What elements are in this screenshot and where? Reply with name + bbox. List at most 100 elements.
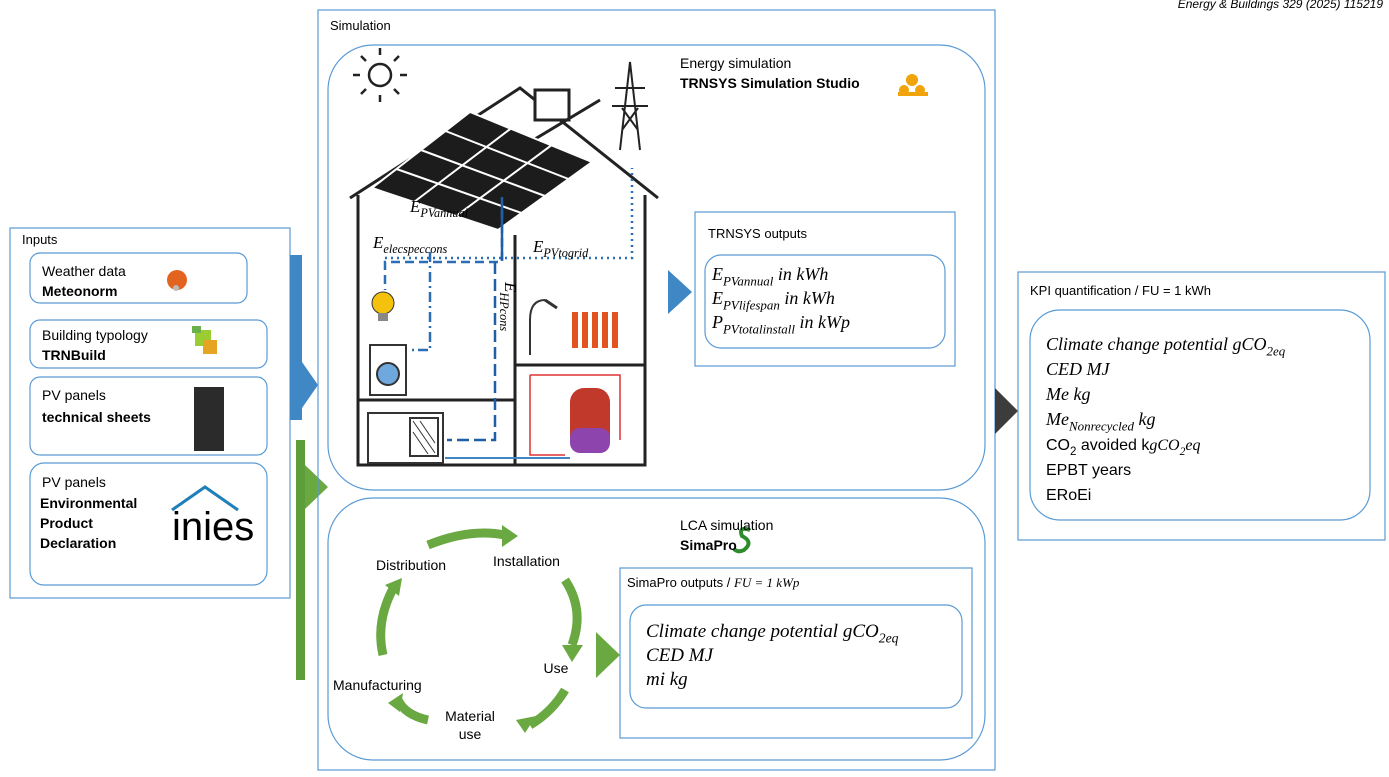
lifecycle-arrows-part bbox=[376, 582, 399, 657]
input-arrows-part bbox=[302, 362, 318, 408]
output-line: mi kg bbox=[646, 669, 688, 690]
appliances-part bbox=[367, 412, 444, 464]
energy-title: Energy simulation bbox=[680, 55, 791, 71]
outputs-title-part: FU = 1 kWp bbox=[733, 575, 800, 590]
kpi-line-part: Climate change potential gCO bbox=[1046, 334, 1266, 354]
texts: Energy & Buildings 329 (2025) 115219 Inpu… bbox=[22, 0, 1383, 742]
kpi-line: EPBT years bbox=[1046, 462, 1131, 479]
kpi-line-part: Nonrecycled bbox=[1068, 418, 1134, 433]
output-line-part: in kWh bbox=[780, 288, 835, 308]
sun-part bbox=[353, 48, 407, 102]
output-arrows-part bbox=[995, 388, 1018, 434]
simulation-panel-part bbox=[327, 497, 986, 761]
kpi-line-part: Me kg bbox=[1045, 384, 1090, 404]
lca-title: LCA simulation bbox=[680, 517, 773, 533]
appliances bbox=[367, 291, 621, 464]
flow-label-part: E bbox=[372, 233, 384, 252]
kpi-line-part: kg bbox=[1134, 409, 1156, 429]
output-line-part: PVannual bbox=[722, 273, 774, 288]
output-line-part: 2eq bbox=[879, 631, 899, 646]
flow-label-part: elecspeccons bbox=[383, 242, 447, 256]
input-tool: TRNBuild bbox=[42, 347, 106, 363]
outputs-title: TRNSYS outputs bbox=[708, 226, 807, 241]
appliances-part-part bbox=[592, 312, 598, 348]
flow-label: EPVannual bbox=[409, 197, 469, 220]
flow-label-part: E bbox=[501, 281, 520, 293]
appliances-part bbox=[529, 374, 621, 456]
trnsys-logo bbox=[898, 74, 928, 96]
output-line-part: in kWh bbox=[773, 264, 828, 284]
appliances-part-part bbox=[572, 312, 578, 348]
lifecycle-arrows-part bbox=[527, 687, 569, 729]
kpi-panel-part bbox=[1017, 271, 1386, 541]
appliances-part bbox=[378, 313, 388, 321]
flows-part bbox=[447, 262, 497, 442]
kpi-line-part: avoided k bbox=[1076, 437, 1150, 454]
panel-title: KPI quantification / FU = 1 kWh bbox=[1030, 283, 1211, 298]
kpi-line: CO2 avoided kgCO2eq bbox=[1046, 437, 1200, 458]
appliances-part bbox=[371, 291, 395, 315]
input-label: Building typology bbox=[42, 327, 148, 343]
appliances-part bbox=[412, 420, 436, 455]
output-line-part: mi kg bbox=[646, 669, 688, 690]
flow-label-part: PVannual bbox=[419, 206, 468, 220]
appliances-part bbox=[570, 428, 610, 453]
lifecycle-arrowheads-part bbox=[388, 693, 403, 712]
simulation-panel bbox=[317, 9, 996, 771]
lifecycle-arrows-part bbox=[426, 528, 506, 550]
appliances-part bbox=[409, 417, 439, 457]
outputs-title: SimaPro outputs / FU = 1 kWp bbox=[627, 575, 800, 590]
panel-seam bbox=[445, 130, 569, 180]
flows-part bbox=[385, 168, 634, 260]
input-tool: Meteonorm bbox=[42, 283, 117, 299]
house-part bbox=[533, 88, 571, 122]
output-line: Climate change potential gCO2eq bbox=[646, 621, 899, 646]
kpi-line-part: ERoEi bbox=[1046, 487, 1091, 504]
simulation-panel-part bbox=[327, 44, 986, 491]
energy-tool: TRNSYS Simulation Studio bbox=[680, 75, 860, 91]
kpi-line-part: EPBT years bbox=[1046, 462, 1131, 479]
house-part bbox=[358, 98, 645, 465]
simulation-panel-part bbox=[629, 604, 963, 709]
inputs-panel-part bbox=[29, 319, 268, 369]
simapro-logo bbox=[732, 526, 751, 554]
output-arrows bbox=[596, 270, 1018, 678]
output-line-part: PVlifespan bbox=[722, 297, 780, 312]
trnsys-logo-part bbox=[898, 92, 928, 96]
kpi-panel-part bbox=[1029, 309, 1371, 521]
kpi-panel bbox=[1017, 271, 1386, 541]
kpi-line-part: CO bbox=[1046, 437, 1070, 454]
pylon bbox=[612, 61, 648, 151]
lifecycle-arrowheads-part bbox=[385, 578, 402, 596]
simapro-logo-part bbox=[732, 526, 751, 554]
lifecycle-step: Use bbox=[544, 660, 569, 676]
appliances-part-part bbox=[582, 312, 588, 348]
input-arrows-part bbox=[305, 465, 328, 509]
output-arrows-part bbox=[668, 270, 692, 314]
output-line-part: Climate change potential gCO bbox=[646, 621, 879, 642]
output-line-part: P bbox=[711, 312, 723, 332]
lifecycle-arrowheads-part bbox=[502, 525, 518, 547]
flows-part bbox=[412, 252, 432, 352]
panel-seam bbox=[455, 144, 552, 217]
kpi-line: ERoEi bbox=[1046, 487, 1091, 504]
output-line-part: CED MJ bbox=[646, 645, 715, 666]
lifecycle-arrows-part bbox=[561, 577, 582, 647]
lifecycle-step-box: Material use bbox=[445, 708, 495, 742]
input-icons-part bbox=[194, 387, 224, 451]
kpi-line-part: eq bbox=[1185, 437, 1200, 454]
input-icons-part bbox=[192, 326, 201, 333]
flow-label-part: PVtogrid bbox=[542, 246, 589, 260]
appliances-part bbox=[376, 362, 400, 386]
panel-seam bbox=[396, 168, 522, 214]
lifecycle-step: Distribution bbox=[376, 557, 446, 573]
input-icons-part bbox=[173, 285, 179, 291]
kpi-line: Climate change potential gCO2eq bbox=[1046, 334, 1286, 358]
flow-label-part: E bbox=[409, 197, 421, 216]
inputs-panel-part bbox=[29, 462, 268, 586]
outputs-title-part: SimaPro outputs / bbox=[627, 575, 734, 590]
simulation-panel-part bbox=[704, 254, 946, 349]
lifecycle-step: Material use bbox=[445, 708, 495, 742]
input-tool: Environmental Product Declaration bbox=[40, 495, 138, 551]
